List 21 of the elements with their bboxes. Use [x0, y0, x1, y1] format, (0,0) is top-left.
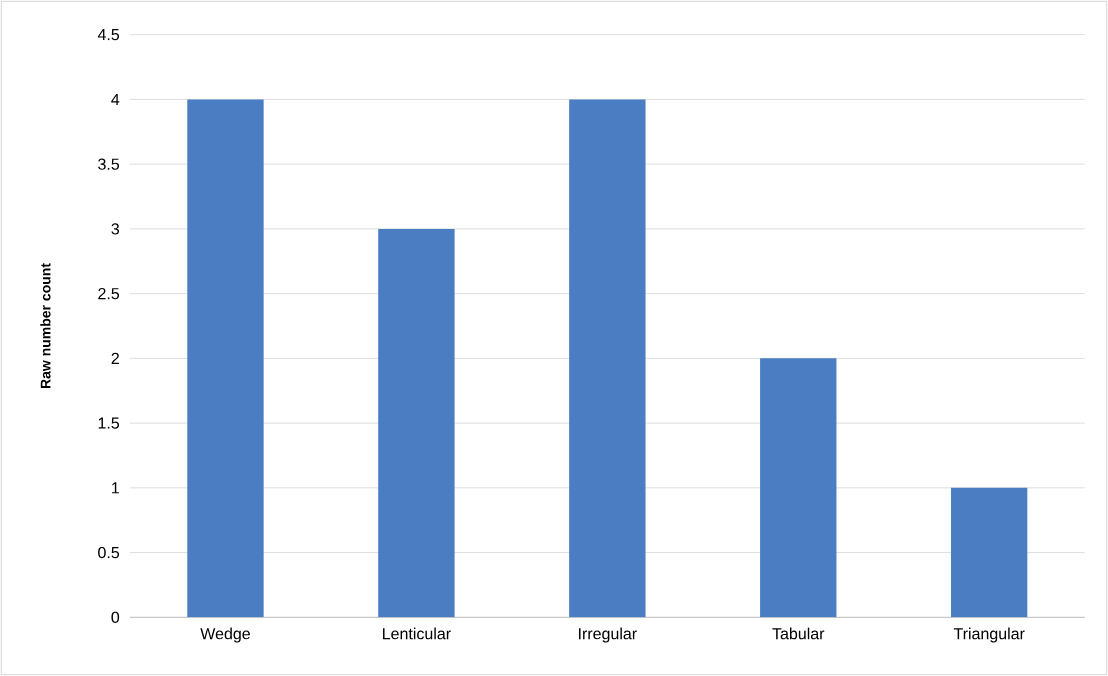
- y-axis-title: Raw number count: [40, 263, 51, 389]
- y-tick-label: 1.5: [98, 417, 120, 429]
- bar: [951, 487, 1028, 618]
- y-tick-label: 3: [111, 223, 120, 235]
- bar: [760, 358, 837, 618]
- y-tick-label: 4.5: [97, 29, 120, 41]
- y-tick-label: 4: [111, 93, 120, 105]
- bar: [378, 228, 455, 618]
- x-tick-label: Triangular: [953, 627, 1025, 643]
- bar: [569, 99, 646, 618]
- x-tick-label: Irregular: [579, 627, 637, 643]
- y-tick-label: 3.5: [98, 158, 120, 170]
- y-tick-label: 0: [111, 611, 120, 623]
- bar: [187, 99, 264, 618]
- y-tick-label: 0.5: [98, 546, 120, 559]
- x-tick-label: Wedge: [200, 627, 250, 643]
- x-tick-label: Tabular: [772, 627, 825, 640]
- x-tick-label: Lenticular: [383, 627, 451, 640]
- y-tick-label: 2.5: [98, 287, 120, 300]
- y-tick-label: 2: [111, 352, 119, 364]
- y-tick-label: 1: [112, 482, 119, 494]
